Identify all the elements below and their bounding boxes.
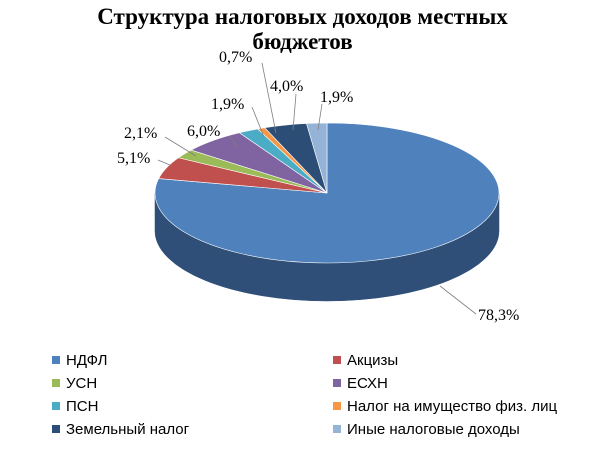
legend-label-1: Акцизы	[347, 351, 399, 369]
legend-label-7: Иные налоговые доходы	[347, 420, 520, 438]
data-labels: 78,3% 5,1% 2,1% 6,0% 1,9% 0,7% 4,0% 1,9%	[117, 49, 519, 324]
leader-line-6	[292, 93, 297, 131]
legend-item-3: ЕСХН	[333, 373, 388, 393]
legend-label-3: ЕСХН	[347, 374, 388, 392]
legend-swatch-0	[52, 356, 60, 364]
legend-swatch-2	[52, 379, 60, 387]
legend-swatch-6	[52, 425, 60, 433]
data-label-3: 6,0%	[187, 123, 220, 140]
leader-line-1	[157, 159, 171, 166]
legend-swatch-5	[333, 402, 341, 410]
legend-swatch-1	[333, 356, 341, 364]
legend-swatch-4	[52, 402, 60, 410]
data-label-4: 1,9%	[211, 96, 244, 113]
legend-label-5: Налог на имущество физ. лиц	[347, 397, 558, 415]
legend-item-5: Налог на имущество физ. лиц	[333, 396, 557, 416]
leader-line-2	[164, 136, 197, 157]
leader-line-0	[439, 285, 477, 315]
leader-line-3	[228, 135, 239, 148]
legend-item-4: ПСН	[52, 396, 98, 416]
pie-slice-7	[306, 122, 328, 194]
legend-item-7: Иные налоговые доходы	[333, 419, 520, 439]
legend-label-0: НДФЛ	[66, 351, 108, 369]
chart-title-line1: Структура налоговых доходов местных	[97, 4, 508, 29]
legend-item-0: НДФЛ	[52, 350, 107, 370]
chart-title-line2: бюджетов	[252, 29, 353, 54]
legend-swatch-3	[333, 379, 341, 387]
legend-label-6: Земельный налог	[66, 420, 190, 438]
legend-item-6: Земельный налог	[52, 419, 189, 439]
leader-line-4	[251, 106, 265, 138]
data-label-2: 2,1%	[124, 125, 157, 142]
legend-item-1: Акцизы	[333, 350, 398, 370]
data-label-1: 5,1%	[117, 150, 150, 167]
legend-swatch-7	[333, 425, 341, 433]
pie-top	[154, 122, 500, 264]
leader-line-7	[317, 103, 323, 131]
leader-line-5	[261, 62, 277, 134]
data-label-7: 1,9%	[320, 89, 353, 106]
data-label-5: 0,7%	[219, 49, 252, 66]
legend-label-4: ПСН	[66, 397, 99, 415]
legend-label-2: УСН	[66, 374, 98, 392]
data-label-6: 4,0%	[270, 78, 303, 95]
chart-title: Структура налоговых доходов местных бюдж…	[0, 4, 605, 54]
data-label-0: 78,3%	[478, 307, 519, 324]
legend-item-2: УСН	[52, 373, 97, 393]
